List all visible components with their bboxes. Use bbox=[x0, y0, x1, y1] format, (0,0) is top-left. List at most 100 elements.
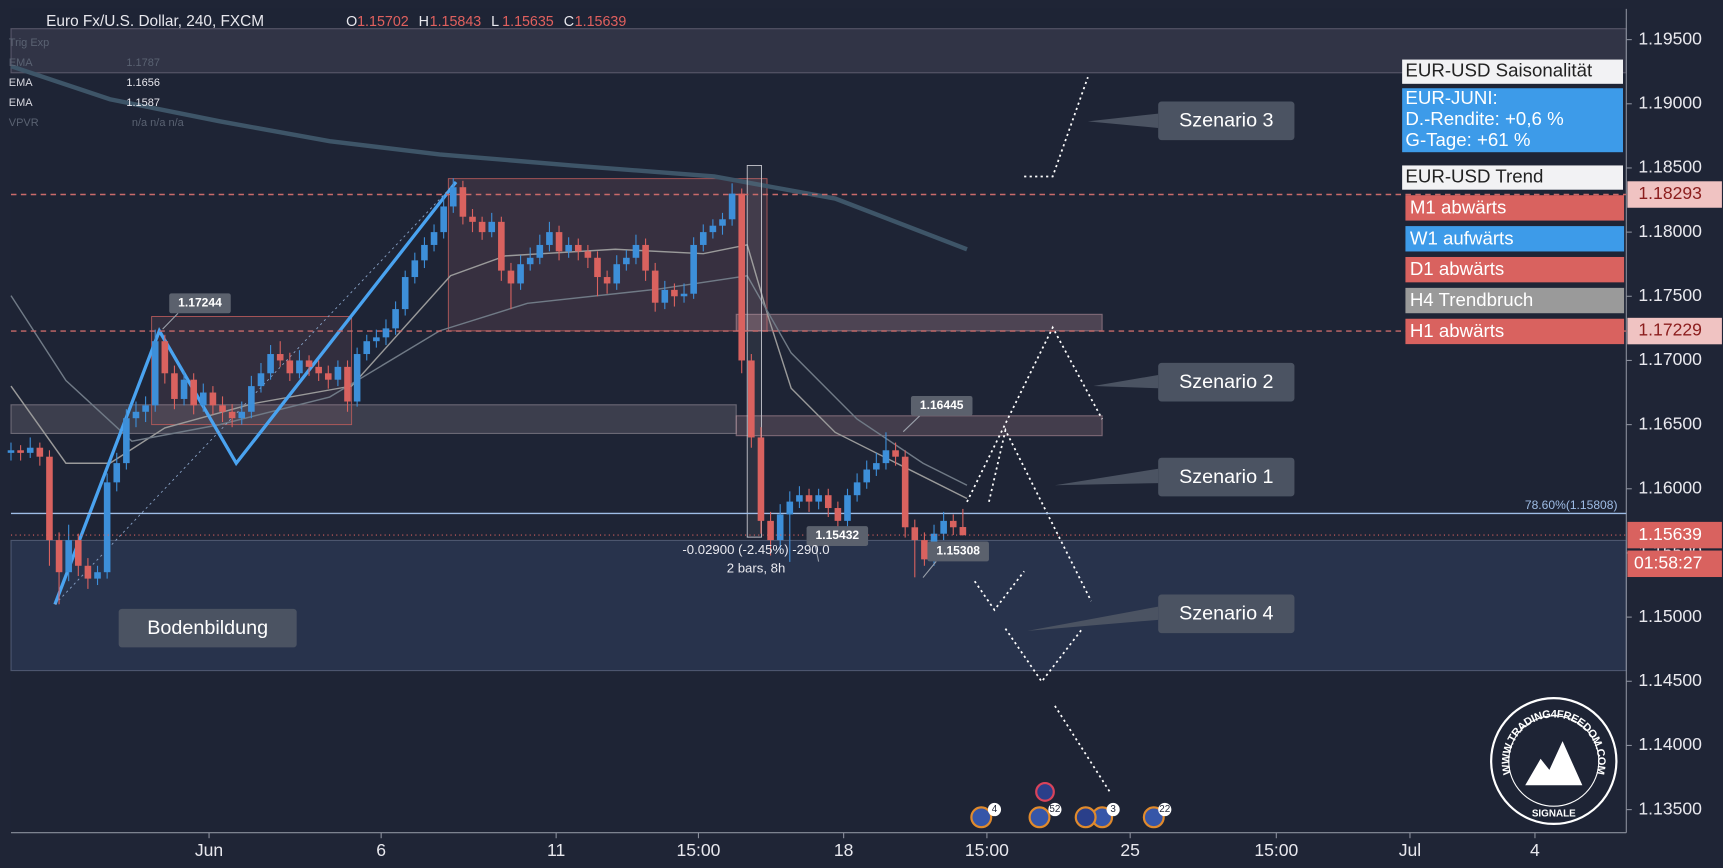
pattern-line bbox=[53, 180, 458, 605]
price-label-box bbox=[806, 526, 869, 546]
candle-body bbox=[353, 354, 361, 402]
candle-body bbox=[26, 447, 34, 453]
candle-body bbox=[161, 341, 169, 374]
y-tick-label: 1.17000 bbox=[1638, 349, 1702, 369]
price-label-box bbox=[910, 395, 973, 416]
candle-body bbox=[651, 270, 659, 303]
level-label: 1.17229 bbox=[1638, 320, 1702, 340]
scenario-paths bbox=[966, 76, 1111, 793]
candle-body bbox=[171, 373, 178, 399]
y-tick-label: 1.19500 bbox=[1638, 28, 1702, 48]
callout bbox=[1093, 374, 1159, 389]
event-count: 52 bbox=[1049, 804, 1060, 815]
level-tag bbox=[1627, 317, 1722, 345]
candle-body bbox=[517, 264, 524, 284]
scenario-label: Szenario 3 bbox=[1179, 110, 1273, 132]
candle-body bbox=[238, 411, 246, 419]
indicator-value: 1.1656 bbox=[126, 77, 160, 89]
candle-body bbox=[776, 514, 784, 541]
candle-body bbox=[546, 232, 553, 245]
candle-body bbox=[526, 257, 534, 265]
countdown: 01:58:27 bbox=[1634, 552, 1702, 572]
y-tick-label: 1.17500 bbox=[1638, 285, 1702, 305]
candle-body bbox=[719, 219, 726, 226]
candle-body bbox=[401, 277, 409, 310]
candle-body bbox=[382, 328, 390, 338]
countdown-tag bbox=[1627, 550, 1722, 578]
zone bbox=[735, 313, 1103, 332]
zone bbox=[10, 28, 1627, 74]
trend-label: H4 Trendbruch bbox=[1410, 289, 1533, 310]
pattern-line bbox=[54, 181, 457, 605]
candle-body bbox=[959, 527, 967, 536]
trend-box bbox=[1405, 195, 1625, 221]
x-tick-label: 25 bbox=[1120, 840, 1140, 860]
y-tick-label: 1.16000 bbox=[1638, 477, 1702, 497]
logo-caption: SIGNALE bbox=[1532, 809, 1576, 820]
candle-body bbox=[46, 456, 53, 541]
candle-body bbox=[132, 411, 140, 419]
candle-body bbox=[113, 463, 121, 483]
y-tick-label: 1.14000 bbox=[1638, 734, 1702, 754]
candle-body bbox=[286, 360, 294, 374]
candle-body bbox=[892, 450, 899, 457]
candle-body bbox=[642, 244, 649, 271]
candle-body bbox=[844, 495, 851, 521]
scenario-box bbox=[1158, 457, 1295, 497]
candle-body bbox=[863, 469, 871, 483]
candle-body bbox=[363, 341, 371, 355]
panel-box bbox=[1402, 88, 1624, 153]
price-label-leader bbox=[922, 561, 937, 578]
ohlc-value: 1.15639 bbox=[575, 14, 627, 30]
indicator-name: Trig Exp bbox=[9, 37, 49, 49]
candle-body bbox=[690, 244, 697, 294]
indicator-value: 1.1787 bbox=[126, 57, 160, 69]
ohlc-key: O bbox=[346, 14, 357, 30]
ohlc-key: C bbox=[564, 14, 574, 30]
ohlc-value: 1.15635 bbox=[502, 14, 554, 30]
x-tick-label: 11 bbox=[547, 840, 565, 860]
ohlc-key: H bbox=[419, 14, 429, 30]
candle-body bbox=[190, 379, 197, 406]
trend-box bbox=[1405, 318, 1625, 345]
trend-box bbox=[1405, 287, 1625, 314]
price-label-leader bbox=[814, 545, 820, 562]
candle-body bbox=[834, 508, 842, 521]
y-tick-label: 1.18000 bbox=[1638, 221, 1702, 241]
candle-body bbox=[276, 354, 284, 361]
candle-body bbox=[392, 309, 399, 329]
candle-body bbox=[805, 495, 813, 502]
candle-body bbox=[84, 565, 92, 579]
scenario-path bbox=[1024, 76, 1089, 178]
zone bbox=[735, 415, 1103, 437]
indicator-name: VPVR bbox=[9, 117, 39, 129]
candle-body bbox=[248, 386, 255, 412]
x-tick-label: Jul bbox=[1399, 840, 1421, 860]
candle-body bbox=[536, 244, 544, 258]
logo-mountain bbox=[1525, 741, 1583, 786]
last-price-label: 1.15639 bbox=[1638, 524, 1702, 544]
candle-body bbox=[421, 244, 428, 261]
event-count: 4 bbox=[992, 804, 998, 815]
scenario-box bbox=[1158, 101, 1295, 141]
price-label: 1.17244 bbox=[178, 295, 222, 309]
panel-line: D.-Rendite: +0,6 % bbox=[1405, 108, 1563, 129]
event-badge bbox=[1048, 802, 1062, 817]
panel-title: EUR-USD Trend bbox=[1405, 165, 1543, 186]
scenario-label: Szenario 4 bbox=[1179, 603, 1273, 625]
candle-body bbox=[709, 225, 717, 233]
candle-body bbox=[574, 244, 582, 252]
fib-label: 78.60%(1.15808) bbox=[1525, 498, 1618, 512]
candle-body bbox=[949, 520, 957, 528]
candle-body bbox=[440, 206, 447, 233]
symbol: Euro Fx/U.S. Dollar, 240, FXCM bbox=[46, 13, 264, 30]
candle-body bbox=[623, 257, 630, 265]
indicator-name: EMA bbox=[9, 57, 33, 69]
scenario-box bbox=[1158, 362, 1295, 402]
trend-box bbox=[1405, 226, 1625, 252]
ohlc-value: 1.15702 bbox=[357, 14, 409, 30]
candle-body bbox=[324, 373, 332, 380]
y-tick-label: 1.16500 bbox=[1638, 413, 1702, 433]
scenario-path bbox=[988, 427, 1092, 602]
